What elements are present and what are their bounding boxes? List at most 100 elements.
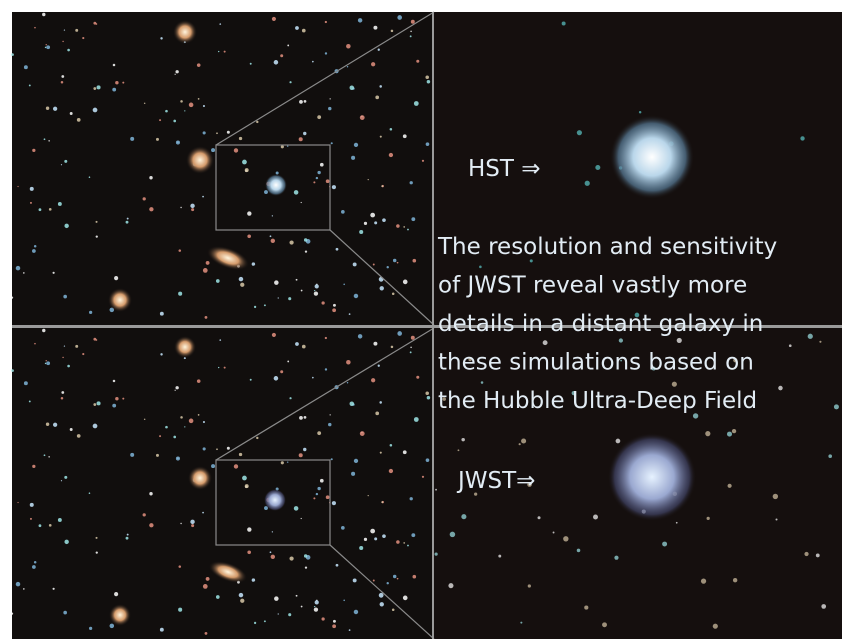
- star: [379, 593, 384, 598]
- star: [387, 582, 389, 584]
- star: [317, 431, 321, 435]
- star: [30, 202, 32, 204]
- star: [584, 606, 588, 610]
- star: [294, 506, 299, 511]
- star: [325, 368, 327, 370]
- star: [245, 168, 249, 172]
- star: [95, 537, 97, 539]
- star: [203, 447, 206, 450]
- star: [114, 592, 118, 596]
- star: [370, 529, 375, 534]
- star: [216, 595, 220, 599]
- star: [296, 595, 298, 597]
- star: [289, 556, 293, 560]
- caption-line: details in a distant galaxy in: [438, 311, 763, 337]
- star: [239, 593, 243, 597]
- star: [391, 346, 394, 349]
- star: [299, 416, 303, 420]
- star: [295, 26, 299, 30]
- star: [368, 495, 369, 496]
- star: [280, 370, 283, 373]
- star: [301, 606, 303, 608]
- star: [61, 164, 62, 165]
- star: [89, 492, 91, 494]
- star: [349, 629, 351, 631]
- star: [301, 202, 302, 203]
- star: [61, 81, 64, 84]
- star: [271, 555, 275, 559]
- star: [278, 297, 279, 298]
- star: [374, 221, 377, 224]
- star: [305, 251, 307, 253]
- star: [778, 386, 783, 391]
- star: [315, 600, 319, 604]
- star: [175, 74, 176, 75]
- star: [389, 469, 393, 473]
- star: [732, 429, 736, 433]
- star: [358, 334, 362, 338]
- star: [281, 145, 284, 148]
- star: [64, 476, 67, 479]
- star: [122, 82, 124, 84]
- star: [325, 337, 327, 339]
- star: [58, 202, 62, 206]
- star: [29, 400, 31, 402]
- star: [173, 436, 176, 439]
- star: [11, 369, 14, 372]
- star: [693, 413, 698, 418]
- star: [42, 329, 45, 332]
- star: [313, 181, 315, 183]
- star: [413, 575, 417, 579]
- star: [30, 503, 34, 507]
- star: [264, 304, 266, 306]
- star: [333, 304, 336, 307]
- star: [63, 295, 67, 299]
- star: [381, 185, 383, 187]
- star: [274, 596, 279, 601]
- star: [272, 215, 273, 216]
- star: [61, 397, 64, 400]
- star: [219, 23, 221, 25]
- star: [242, 160, 247, 165]
- jwst-label: JWST⇒: [456, 468, 535, 494]
- star: [296, 279, 298, 281]
- star: [287, 145, 288, 146]
- star: [53, 107, 57, 111]
- star: [289, 397, 291, 399]
- star: [520, 622, 522, 624]
- star: [48, 140, 49, 141]
- star: [203, 584, 208, 589]
- star: [816, 554, 820, 558]
- star: [234, 148, 238, 152]
- hst-label: HST ⇒: [468, 156, 541, 182]
- star: [250, 379, 252, 381]
- star: [274, 60, 279, 65]
- star: [189, 419, 194, 424]
- star: [773, 494, 778, 499]
- star: [343, 283, 345, 285]
- star: [184, 426, 185, 427]
- star: [143, 513, 146, 516]
- star: [498, 555, 501, 558]
- star: [397, 331, 402, 336]
- star: [113, 64, 116, 67]
- star: [387, 266, 389, 268]
- star: [179, 565, 181, 567]
- star: [448, 583, 453, 588]
- star: [312, 377, 314, 379]
- star: [563, 536, 568, 541]
- star: [380, 136, 382, 138]
- star: [143, 197, 146, 200]
- star: [114, 276, 118, 280]
- star: [370, 213, 375, 218]
- star: [315, 284, 319, 288]
- star: [149, 207, 153, 211]
- star: [351, 156, 355, 160]
- star: [89, 176, 91, 178]
- star: [416, 376, 419, 379]
- star: [96, 552, 98, 554]
- star: [373, 26, 377, 30]
- star: [178, 608, 182, 612]
- star: [48, 456, 49, 457]
- star: [789, 344, 792, 347]
